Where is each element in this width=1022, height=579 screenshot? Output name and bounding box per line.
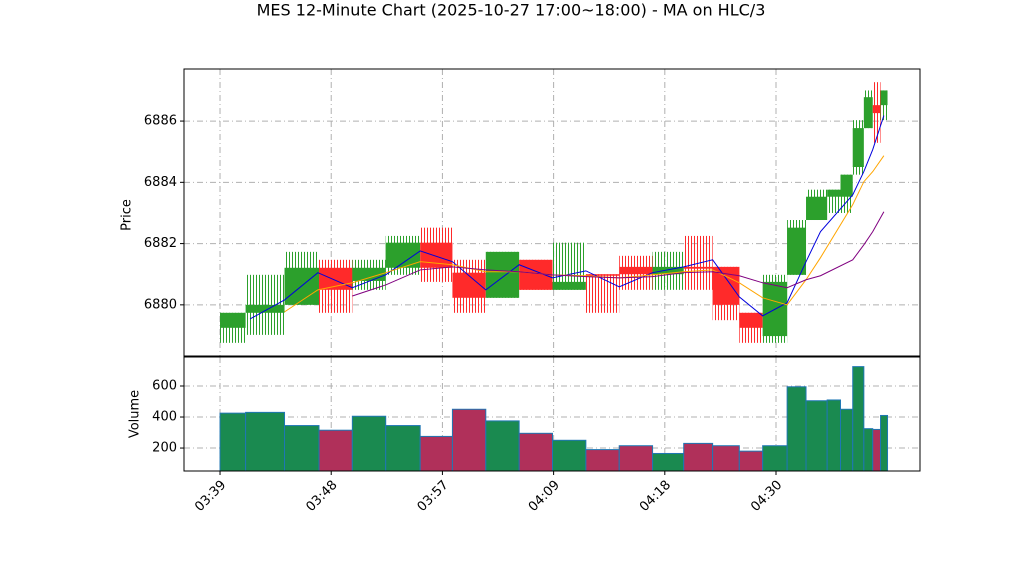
volume-bar bbox=[786, 386, 807, 472]
moving-average-line bbox=[284, 155, 885, 313]
y-tick-label: 6884 bbox=[144, 175, 177, 190]
candle-body bbox=[739, 312, 763, 328]
y-tick-label: 600 bbox=[152, 379, 177, 394]
candle-body bbox=[840, 174, 853, 197]
candle-wick bbox=[880, 90, 888, 121]
volume-bar bbox=[552, 439, 587, 472]
candle-wick bbox=[585, 274, 620, 313]
candle-body bbox=[872, 105, 881, 114]
price-frame bbox=[183, 68, 921, 357]
candle-body bbox=[552, 281, 586, 290]
candle-body bbox=[863, 97, 873, 129]
moving-average-line bbox=[249, 115, 885, 320]
candle-body bbox=[806, 196, 828, 221]
y-tick-label: 400 bbox=[152, 410, 177, 425]
volume-bar bbox=[451, 408, 487, 472]
candle-body bbox=[852, 128, 864, 168]
volume-bar bbox=[762, 445, 788, 472]
volume-bar bbox=[805, 400, 828, 472]
volume-bar bbox=[351, 415, 387, 472]
volume-axis-label: Volume bbox=[128, 390, 143, 438]
volume-bar bbox=[863, 428, 874, 472]
candle-body bbox=[385, 242, 421, 268]
volume-bar bbox=[485, 420, 520, 472]
volume-bar bbox=[284, 425, 320, 472]
volume-bar bbox=[318, 429, 353, 472]
volume-bar bbox=[872, 428, 882, 472]
candle-body bbox=[712, 266, 740, 305]
volume-bar bbox=[245, 411, 286, 472]
volume-bar bbox=[618, 445, 654, 472]
volume-bar bbox=[585, 449, 620, 472]
volume-bar bbox=[518, 432, 554, 472]
volume-bar bbox=[880, 414, 889, 472]
y-tick-label: 6886 bbox=[144, 114, 177, 129]
volume-bar bbox=[852, 366, 865, 472]
volume-bar bbox=[419, 435, 453, 472]
candle-body bbox=[827, 189, 841, 197]
candle-body bbox=[787, 227, 807, 275]
candle-body bbox=[880, 90, 888, 106]
y-tick-label: 6882 bbox=[144, 236, 177, 251]
volume-bar bbox=[652, 452, 685, 472]
moving-average-line bbox=[352, 211, 885, 297]
candle-body bbox=[485, 251, 520, 298]
candle-body bbox=[245, 304, 285, 313]
candle-body bbox=[619, 266, 653, 275]
candle-body bbox=[220, 312, 246, 328]
volume-bar bbox=[219, 412, 247, 472]
candle-body bbox=[519, 259, 553, 290]
y-tick-label: 6880 bbox=[144, 297, 177, 312]
y-axis-label: Price bbox=[120, 199, 135, 231]
candle-body bbox=[683, 266, 713, 269]
candle-body bbox=[652, 266, 684, 275]
volume-bar bbox=[826, 399, 841, 472]
volume-bar bbox=[385, 425, 421, 472]
volume-bar bbox=[839, 408, 854, 472]
y-tick-label: 200 bbox=[152, 441, 177, 456]
volume-bar bbox=[712, 445, 740, 472]
chart-title: MES 12-Minute Chart (2025-10-27 17:00~18… bbox=[257, 1, 766, 20]
volume-frame bbox=[183, 356, 921, 472]
volume-bar bbox=[683, 442, 714, 472]
volume-bar bbox=[738, 450, 764, 472]
candle-body bbox=[585, 274, 620, 276]
